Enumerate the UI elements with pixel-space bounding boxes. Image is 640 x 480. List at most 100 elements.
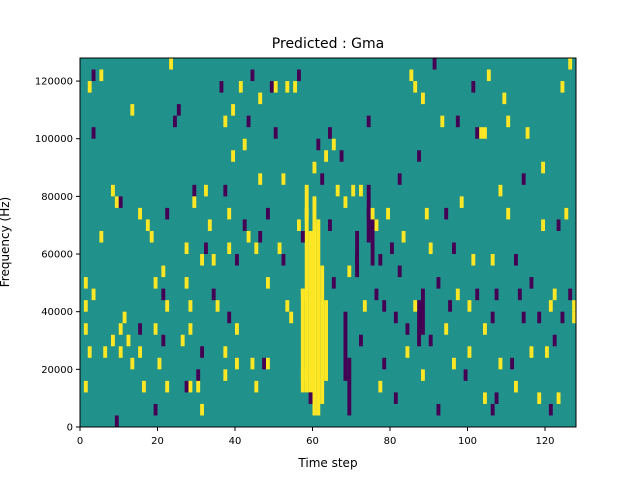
heatmap-cell bbox=[552, 334, 557, 347]
heatmap-cell bbox=[238, 81, 243, 93]
heatmap-cell bbox=[258, 173, 263, 185]
heatmap-cell bbox=[444, 207, 449, 220]
heatmap-cell bbox=[169, 58, 174, 70]
heatmap-cell bbox=[498, 357, 503, 370]
heatmap-cells bbox=[83, 58, 577, 427]
y-axis-label: Frequency (Hz) bbox=[0, 197, 12, 288]
heatmap-cell bbox=[254, 242, 259, 255]
heatmap-cell bbox=[266, 277, 270, 289]
heatmap-cell bbox=[552, 288, 557, 301]
heatmap-cell bbox=[285, 81, 290, 93]
heatmap-cell bbox=[285, 300, 290, 312]
heatmap-cell bbox=[246, 230, 251, 243]
x-tick-label: 80 bbox=[384, 436, 397, 447]
heatmap-cell bbox=[393, 311, 398, 324]
heatmap-cell bbox=[490, 311, 495, 324]
heatmap-cell bbox=[366, 115, 371, 128]
heatmap-column bbox=[320, 265, 325, 404]
heatmap-cell bbox=[138, 346, 143, 358]
heatmap-cell bbox=[304, 207, 309, 220]
heatmap-cell bbox=[99, 69, 104, 82]
heatmap-cell bbox=[529, 346, 534, 358]
heatmap-cell bbox=[142, 380, 146, 393]
heatmap-cell bbox=[281, 173, 286, 185]
heatmap-cell bbox=[448, 300, 453, 312]
heatmap-cell bbox=[359, 184, 363, 197]
heatmap-cell bbox=[184, 380, 189, 393]
y-tick-label: 60000 bbox=[41, 250, 73, 261]
heatmap-column bbox=[347, 357, 352, 416]
heatmap-column bbox=[417, 300, 422, 347]
heatmap-cell bbox=[312, 161, 317, 174]
y-tick-label: 40000 bbox=[41, 307, 73, 318]
heatmap-cell bbox=[324, 150, 329, 162]
heatmap-cell bbox=[339, 150, 344, 162]
heatmap-cell bbox=[192, 196, 197, 208]
heatmap-cell bbox=[417, 150, 422, 162]
heatmap-cell bbox=[316, 138, 321, 151]
heatmap-cell bbox=[165, 380, 170, 393]
heatmap-cell bbox=[153, 323, 158, 335]
heatmap-cell bbox=[297, 69, 301, 82]
heatmap-cell bbox=[331, 277, 336, 289]
y-tick-label: 0 bbox=[67, 423, 73, 434]
heatmap-cell bbox=[452, 357, 456, 370]
heatmap-cell bbox=[118, 196, 123, 208]
heatmap-cell bbox=[320, 173, 325, 185]
x-axis: 0 20 40 60 80 100 120 bbox=[77, 427, 555, 447]
heatmap-cell bbox=[560, 311, 565, 324]
heatmap-cell bbox=[545, 346, 549, 358]
heatmap-cell bbox=[200, 254, 205, 266]
heatmap-cell bbox=[467, 346, 472, 358]
heatmap-cell bbox=[231, 104, 236, 116]
heatmap-cell bbox=[83, 380, 88, 393]
heatmap-cell bbox=[413, 81, 418, 93]
heatmap-cell bbox=[118, 346, 123, 358]
heatmap-cell bbox=[374, 288, 379, 301]
heatmap-cell bbox=[204, 184, 208, 197]
heatmap-cell bbox=[428, 242, 433, 255]
heatmap-cell bbox=[308, 392, 313, 404]
heatmap-column bbox=[312, 196, 317, 416]
heatmap-cell bbox=[145, 219, 150, 231]
heatmap-cell bbox=[401, 230, 406, 243]
y-tick-label: 80000 bbox=[41, 192, 73, 203]
heatmap-cell bbox=[161, 265, 166, 278]
heatmap-cell bbox=[405, 346, 410, 358]
heatmap-cell bbox=[184, 277, 189, 289]
heatmap-cell bbox=[188, 380, 193, 393]
heatmap-cell bbox=[91, 69, 96, 82]
heatmap-cell bbox=[452, 242, 456, 255]
heatmap-cell bbox=[568, 288, 573, 301]
heatmap-cell bbox=[242, 219, 247, 231]
heatmap-cell bbox=[250, 357, 255, 370]
x-tick-label: 20 bbox=[151, 436, 164, 447]
heatmap-cell bbox=[541, 161, 546, 174]
heatmap-cell bbox=[188, 323, 193, 335]
heatmap-cell bbox=[122, 311, 127, 324]
heatmap-cell bbox=[564, 207, 569, 220]
heatmap-cell bbox=[521, 173, 526, 185]
heatmap-cell bbox=[83, 300, 88, 312]
plot-frame bbox=[79, 57, 577, 428]
heatmap-cell bbox=[281, 254, 286, 266]
heatmap-cell bbox=[153, 277, 158, 289]
heatmap-column bbox=[308, 230, 313, 393]
heatmap-cell bbox=[254, 380, 259, 393]
heatmap-cell bbox=[188, 300, 193, 312]
heatmap-cell bbox=[262, 357, 267, 370]
heatmap-cell bbox=[207, 219, 212, 231]
heatmap-cell bbox=[118, 323, 123, 335]
heatmap-cell bbox=[211, 254, 216, 266]
heatmap-cell bbox=[196, 369, 201, 381]
heatmap-cell bbox=[475, 127, 480, 139]
heatmap-cell bbox=[378, 254, 383, 266]
heatmap-cell bbox=[269, 81, 274, 93]
heatmap-cell bbox=[111, 334, 115, 347]
heatmap-cell bbox=[138, 323, 143, 335]
heatmap-cell bbox=[413, 300, 418, 312]
heatmap-cell bbox=[293, 81, 298, 93]
heatmap-cell bbox=[91, 288, 96, 301]
heatmap-column bbox=[421, 288, 425, 335]
